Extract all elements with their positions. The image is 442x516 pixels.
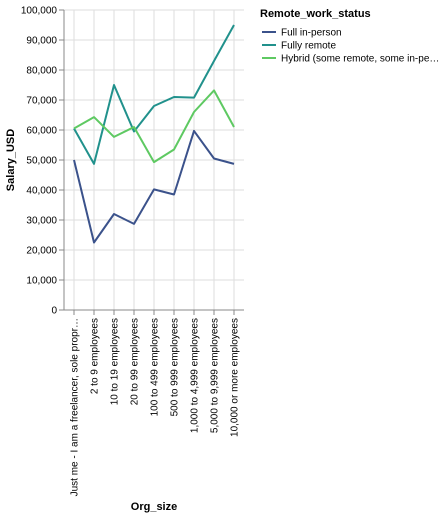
x-tick-label: 2 to 9 employees [90,318,101,394]
y-tick-label: 50,000 [26,156,57,167]
series-line-full-in-person [73,129,235,244]
x-tick-label: 1,000 to 4,999 employees [190,318,201,433]
x-tick-label: 5,000 to 9,999 employees [210,318,221,433]
x-tick-label: 500 to 999 employees [170,318,181,416]
x-tick-label: 100 to 499 employees [150,318,161,416]
y-axis-title: Salary_USD [5,129,17,191]
series-line-fully-remote [73,24,235,165]
x-axis-title: Org_size [131,501,177,513]
x-tick-label: 10,000 or more employees [230,318,241,437]
legend-label: Fully remote [281,41,336,52]
y-tick-label: 80,000 [26,66,57,77]
legend-label: Hybrid (some remote, some in-pe… [281,54,439,65]
x-tick-label: 10 to 19 employees [110,318,121,405]
y-tick-label: 70,000 [26,96,57,107]
legend-title: Remote_work_status [260,8,371,20]
y-tick-label: 0 [51,306,57,317]
y-tick-label: 40,000 [26,186,57,197]
y-tick-label: 10,000 [26,276,57,287]
series-line-hybrid-some-remote-some-in-pe [73,89,235,164]
plot-area: 0 10,000 20,000 30,000 40,000 50,000 60,000 70,… [21,6,244,496]
x-tick-label: 20 to 99 employees [130,318,141,405]
y-tick-label: 100,000 [21,6,58,17]
legend: Remote_work_status Full in-person Fully r… [260,8,439,65]
y-tick-label: 60,000 [26,126,57,137]
legend-label: Full in-person [281,28,342,39]
y-tick-label: 90,000 [26,36,57,47]
y-tick-label: 30,000 [26,216,57,227]
y-tick-label: 20,000 [26,246,57,257]
x-tick-label: Just me - I am a freelancer, sole propr… [70,318,81,496]
